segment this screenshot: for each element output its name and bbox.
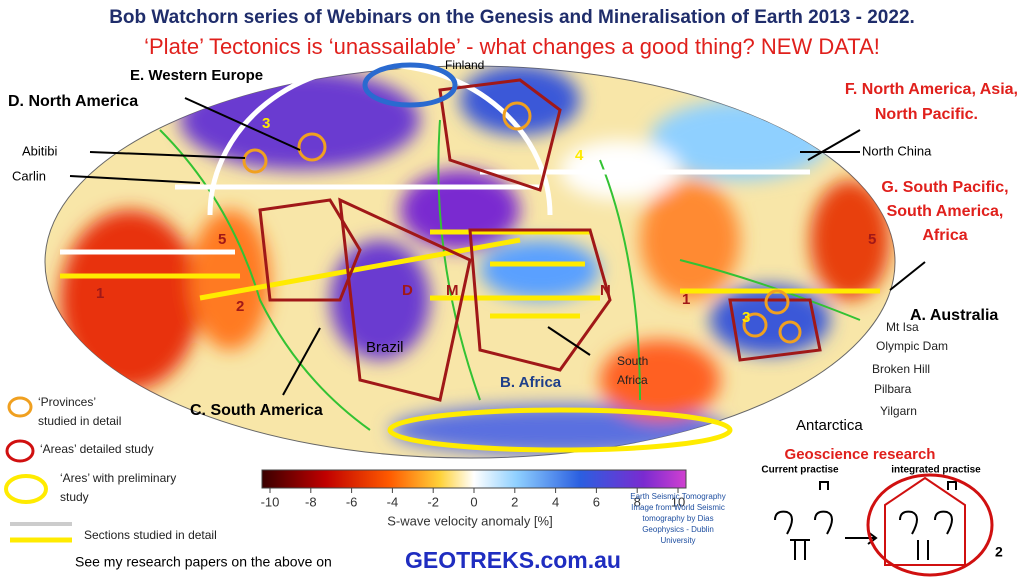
map	[44, 62, 926, 459]
place-label: Olympic Dam	[876, 339, 948, 353]
region-label: B. Africa	[500, 374, 562, 391]
legend-text: Sections studied in detail	[84, 528, 217, 542]
place-label: Brazil	[366, 339, 404, 356]
research-diagram: Geoscience research Current practise int…	[761, 446, 1003, 577]
colorbar-tick-label: 8	[634, 494, 641, 509]
region-label: E. Western Europe	[130, 67, 263, 84]
colorbar-tick-label: 10	[671, 494, 685, 509]
credit: Image from World Seismic	[631, 503, 725, 512]
place-label: Abitibi	[22, 143, 58, 158]
credit: University	[660, 536, 695, 545]
section-letter: D	[402, 282, 413, 299]
region-label: F. North America, Asia,	[845, 81, 1018, 98]
page-number: 2	[995, 544, 1003, 560]
place-label: Antarctica	[796, 417, 863, 434]
legend-text: ‘Areas’ detailed study	[40, 442, 154, 456]
place-label: Mt Isa	[886, 320, 919, 334]
legend-text: ‘Provinces’	[38, 395, 96, 409]
place-label: Broken Hill	[872, 362, 930, 376]
region-number: 1	[682, 291, 690, 308]
legend-text: studied in detail	[38, 414, 121, 428]
colorbar-tick-label: -6	[346, 494, 358, 509]
footer-site: GEOTREKS.com.au	[405, 547, 621, 573]
section-letter: N	[600, 282, 611, 299]
colorbar-tick-label: -2	[427, 494, 439, 509]
colorbar-tick-label: -8	[305, 494, 317, 509]
colorbar: S-wave velocity anomaly [%] -10 -8 -6 -4 -2 0…	[261, 469, 687, 528]
colorbar-tick-label: 6	[593, 494, 600, 509]
place-label: Carlin	[12, 168, 46, 183]
region-label: A. Australia	[910, 307, 998, 324]
legend-text: study	[60, 490, 89, 504]
region-label: North Pacific.	[875, 106, 978, 123]
place-label: South	[617, 354, 648, 368]
region-number: 2	[236, 298, 244, 315]
credit: tomography by Dias	[642, 514, 713, 523]
colorbar-tick-label: -10	[261, 494, 280, 509]
title: Bob Watchorn series of Webinars on the G…	[109, 7, 915, 28]
colorbar-tick-label: -4	[387, 494, 399, 509]
region-number: 1	[96, 285, 104, 302]
place-label: Finland	[445, 58, 484, 72]
region-number: 4	[575, 147, 584, 164]
section-letter: M	[446, 282, 459, 299]
research-label: Current practise	[761, 465, 839, 476]
legend: ‘Provinces’ studied in detail ‘Areas’ de…	[4, 395, 217, 543]
place-label: North China	[862, 143, 932, 158]
colorbar-tick-label: 2	[511, 494, 518, 509]
colorbar-tick-label: 4	[552, 494, 559, 509]
region-label: D. North America	[8, 93, 138, 110]
region-number: 5	[218, 231, 226, 248]
region-number: 5	[868, 231, 876, 248]
region-number: 3	[262, 115, 270, 132]
credit: Earth Seismic Tomography	[630, 492, 725, 501]
region-label: South America,	[887, 203, 1004, 220]
region-label: G. South Pacific,	[881, 179, 1008, 196]
place-label: Yilgarn	[880, 404, 917, 418]
research-title: Geoscience research	[785, 446, 936, 463]
legend-text: ‘Ares’ with preliminary	[60, 471, 176, 485]
research-label: integrated practise	[891, 465, 981, 476]
footer-text: See my research papers on the above on	[75, 554, 332, 570]
subtitle: ‘Plate’ Tectonics is ‘unassailable’ - wh…	[144, 34, 880, 59]
colorbar-tick-label: 0	[470, 494, 477, 509]
credit: Geophysics - Dublin	[642, 525, 714, 534]
map-labels: E. Western Europe Finland D. North Ameri…	[8, 58, 1018, 434]
colorbar-label: S-wave velocity anomaly [%]	[387, 513, 552, 528]
place-label: Pilbara	[874, 382, 912, 396]
region-number: 3	[742, 309, 750, 326]
region-label: Africa	[922, 227, 967, 244]
place-label: Africa	[617, 373, 648, 387]
region-label: C. South America	[190, 402, 323, 419]
